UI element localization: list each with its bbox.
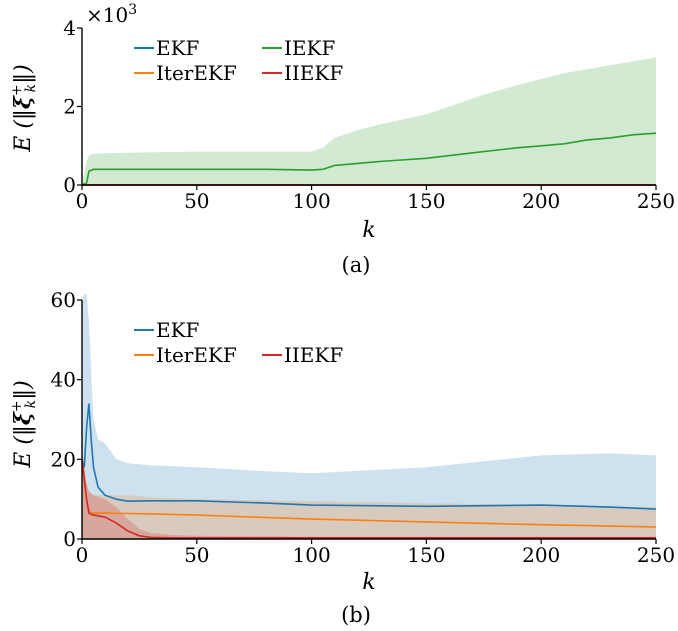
panel-a-legend: EKF IEKF IterEKF IIEKF <box>134 36 343 85</box>
y-tick-label: 20 <box>51 447 76 471</box>
x-tick-label: 50 <box>184 543 209 567</box>
y-tick-label: 4 <box>63 16 76 40</box>
series-line-ekf <box>81 403 657 510</box>
legend-label-iiekf: IIEKF <box>284 61 343 85</box>
panel-b-xlabel: k <box>362 570 375 595</box>
panel-b-ylabel-text: E (‖ξ+k‖) <box>9 380 39 468</box>
panel-a-caption: (a) <box>342 253 371 277</box>
panel-b-ylabel: E (‖ξ+k‖) <box>9 380 39 468</box>
legend-label-iekf: IEKF <box>284 36 335 60</box>
x-tick-label: 250 <box>637 189 675 213</box>
y-tick-label: 60 <box>51 288 76 312</box>
legend-label-iterekf: IterEKF <box>156 343 237 367</box>
panel-a-ylabel-text: E (‖ξ+k‖) <box>9 64 39 152</box>
panel-a-multiplier: ×103 <box>86 2 137 27</box>
legend-label-ekf: EKF <box>156 318 200 342</box>
x-tick-label: 250 <box>637 543 675 567</box>
legend-label-ekf: EKF <box>156 36 200 60</box>
panel-b-bands <box>82 294 656 539</box>
x-tick-label: 0 <box>76 189 89 213</box>
y-tick-label: 40 <box>51 368 76 392</box>
legend-label-iterekf: IterEKF <box>156 61 237 85</box>
panel-b-lines <box>81 403 657 539</box>
band-iiekf <box>82 451 656 539</box>
panel-a-bands <box>82 57 656 185</box>
band-ekf <box>82 294 656 539</box>
x-tick-label: 100 <box>293 189 331 213</box>
x-tick-label: 150 <box>407 543 445 567</box>
band-iekf <box>82 57 656 185</box>
y-tick-label: 0 <box>63 527 76 551</box>
x-tick-label: 0 <box>76 543 89 567</box>
y-tick-label: 0 <box>63 173 76 197</box>
panel-a-ylabel: E (‖ξ+k‖) <box>9 64 39 152</box>
series-line-iekf <box>81 132 657 186</box>
series-line-iiekf <box>81 459 656 539</box>
x-tick-label: 150 <box>407 189 445 213</box>
panel-a-xlabel: k <box>362 218 375 243</box>
panel-b-ticks: 0 50 100 150 200 250 0 20 40 60 <box>51 288 676 567</box>
x-tick-label: 100 <box>293 543 331 567</box>
panel-b: 0 50 100 150 200 250 0 20 40 60 E (‖ξ+k‖) k (b) E… <box>9 288 675 627</box>
x-tick-label: 200 <box>522 543 560 567</box>
x-tick-label: 50 <box>184 189 209 213</box>
panel-a-ticks: 0 50 100 150 200 250 0 2 4 <box>63 16 675 213</box>
legend-label-iiekf: IIEKF <box>284 343 343 367</box>
x-tick-label: 200 <box>522 189 560 213</box>
panel-b-caption: (b) <box>341 603 371 627</box>
y-tick-label: 2 <box>63 95 76 119</box>
band-iterekf <box>82 451 656 539</box>
